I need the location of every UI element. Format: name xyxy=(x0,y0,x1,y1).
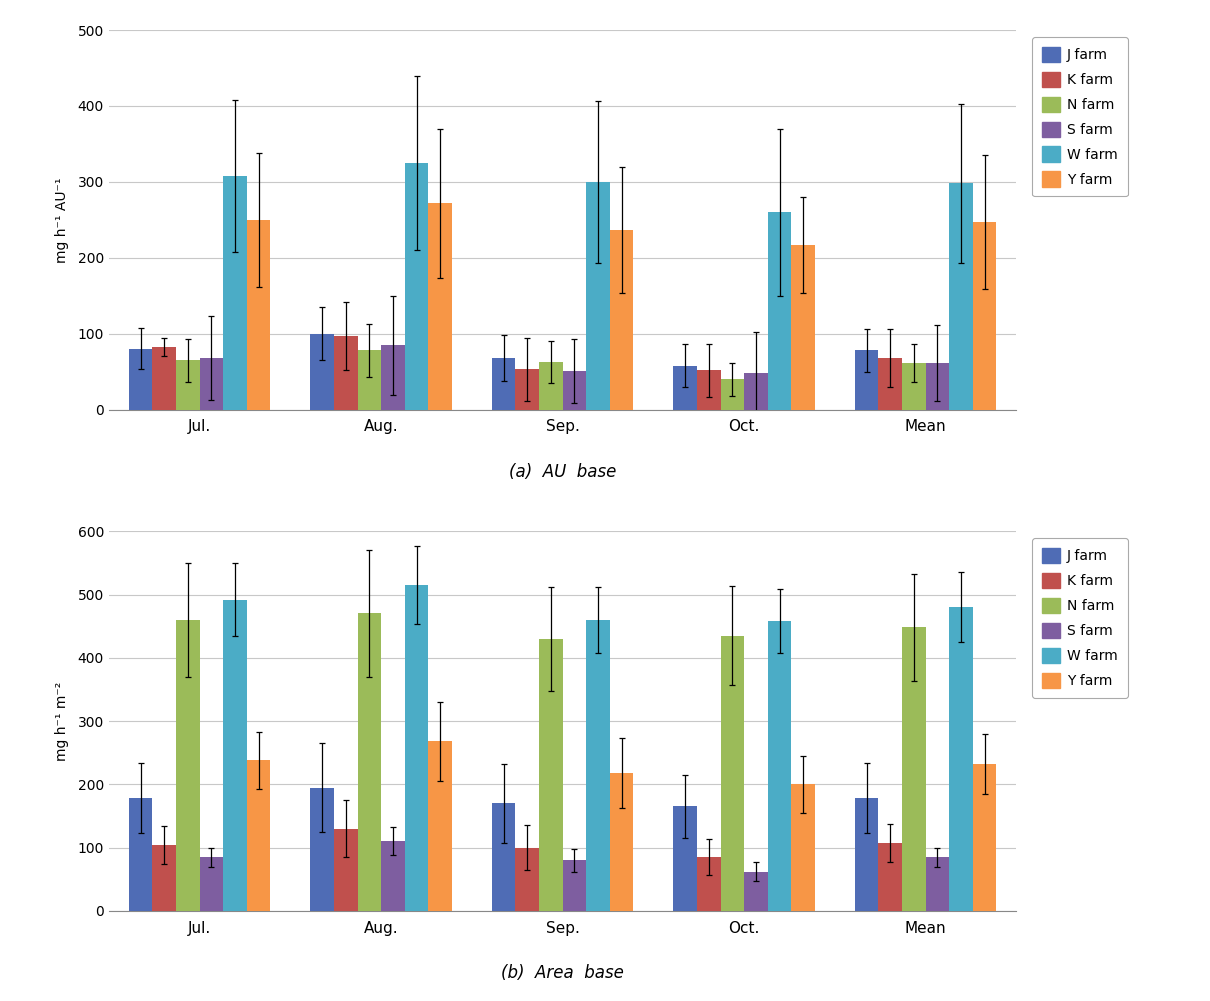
Bar xyxy=(540,362,563,409)
Bar xyxy=(586,620,610,911)
Bar xyxy=(901,628,926,911)
Bar xyxy=(767,621,791,911)
Bar xyxy=(428,203,453,409)
Bar xyxy=(744,872,767,911)
Bar xyxy=(949,183,973,409)
Y-axis label: mg h⁻¹ m⁻²: mg h⁻¹ m⁻² xyxy=(56,682,69,761)
Bar xyxy=(744,373,767,409)
Bar xyxy=(973,222,996,409)
Bar xyxy=(720,379,744,409)
Bar xyxy=(697,857,721,911)
Bar xyxy=(973,764,996,911)
Bar xyxy=(515,369,540,409)
Bar xyxy=(878,843,903,911)
Bar xyxy=(428,742,453,911)
Bar xyxy=(404,163,428,409)
Bar xyxy=(515,848,540,911)
Bar xyxy=(247,761,271,911)
Text: (b)  Area  base: (b) Area base xyxy=(501,964,624,982)
Bar xyxy=(128,349,152,409)
Bar xyxy=(901,362,926,409)
Bar xyxy=(673,807,697,911)
Bar xyxy=(334,336,358,409)
Bar xyxy=(926,362,949,409)
Bar xyxy=(223,600,247,911)
Bar xyxy=(381,345,404,409)
Bar xyxy=(404,585,428,911)
Bar xyxy=(610,230,634,409)
Bar xyxy=(200,857,223,911)
Bar xyxy=(177,620,200,911)
Bar xyxy=(720,636,744,911)
Text: (a)  AU  base: (a) AU base xyxy=(509,462,616,480)
Bar xyxy=(540,639,563,911)
Bar xyxy=(586,182,610,409)
Bar xyxy=(152,346,177,409)
Bar xyxy=(310,333,334,409)
Legend: J farm, K farm, N farm, S farm, W farm, Y farm: J farm, K farm, N farm, S farm, W farm, … xyxy=(1032,37,1128,196)
Bar xyxy=(491,358,515,409)
Bar xyxy=(926,857,949,911)
Bar xyxy=(310,788,334,911)
Bar xyxy=(223,176,247,409)
Bar xyxy=(563,371,586,409)
Bar xyxy=(128,798,152,911)
Bar xyxy=(152,845,177,911)
Bar xyxy=(358,350,381,409)
Bar xyxy=(491,804,515,911)
Bar xyxy=(177,360,200,409)
Bar xyxy=(854,350,878,409)
Bar xyxy=(200,358,223,409)
Bar xyxy=(878,358,903,409)
Bar xyxy=(358,614,381,911)
Y-axis label: mg h⁻¹ AU⁻¹: mg h⁻¹ AU⁻¹ xyxy=(56,177,69,262)
Bar xyxy=(949,608,973,911)
Bar xyxy=(854,798,878,911)
Bar xyxy=(334,829,358,911)
Bar xyxy=(247,220,271,409)
Bar xyxy=(791,785,816,911)
Bar xyxy=(673,365,697,409)
Bar xyxy=(697,370,721,409)
Bar xyxy=(381,841,404,911)
Bar xyxy=(767,212,791,409)
Bar xyxy=(563,860,586,911)
Legend: J farm, K farm, N farm, S farm, W farm, Y farm: J farm, K farm, N farm, S farm, W farm, … xyxy=(1032,539,1128,698)
Bar xyxy=(610,773,634,911)
Bar xyxy=(791,245,816,409)
